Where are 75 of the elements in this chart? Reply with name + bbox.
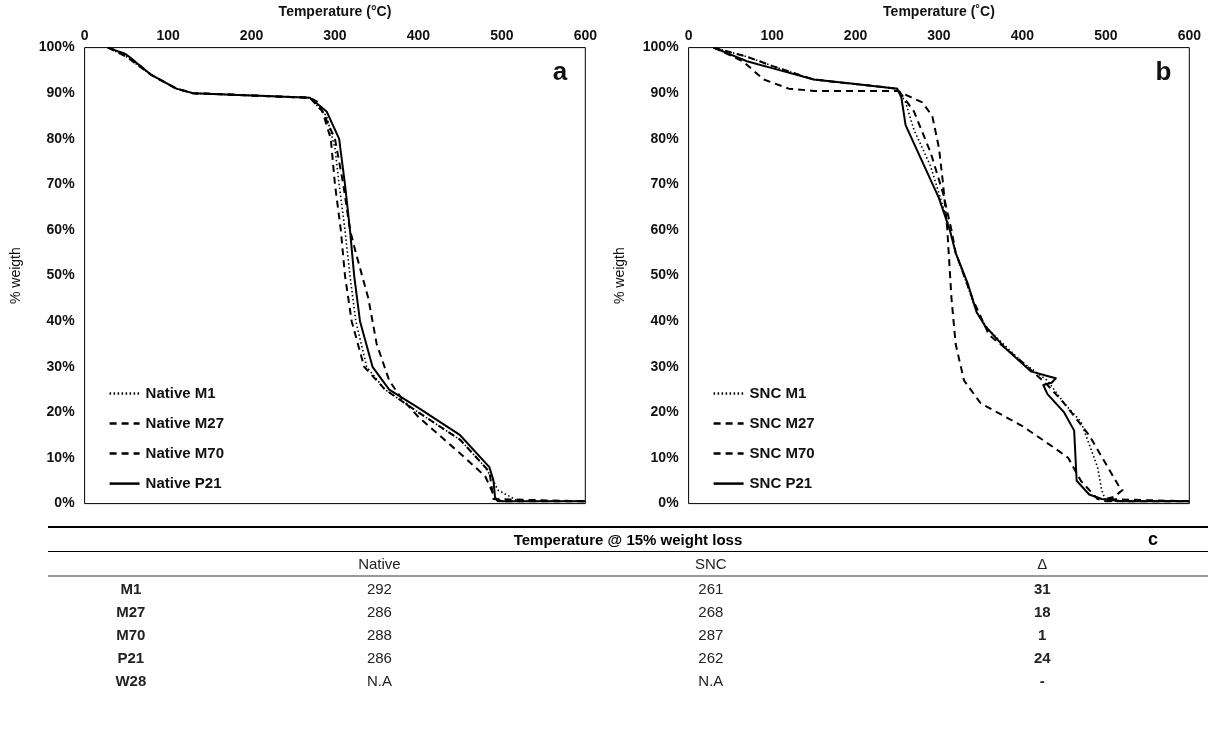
- y-axis-title: % weigth: [611, 247, 628, 305]
- text: 24: [1033, 649, 1051, 666]
- y-axis-title: % weigth: [7, 247, 24, 305]
- text: 262: [698, 649, 724, 666]
- x-tick-label: 100: [156, 27, 180, 44]
- y-tick-label: 10%: [650, 448, 680, 465]
- y-tick-label: 20%: [46, 403, 76, 420]
- y-tick-label: 0%: [658, 494, 680, 511]
- text: c: [1147, 529, 1158, 550]
- y-tick-label: 50%: [650, 266, 680, 283]
- x-tick-label: 200: [843, 27, 868, 44]
- text: Temperature @ 15% weight loss: [513, 531, 743, 548]
- text: 261: [698, 580, 724, 597]
- x-tick-label: 300: [927, 27, 951, 44]
- x-tick-label: 500: [490, 27, 514, 44]
- category-label: W28: [115, 672, 147, 689]
- text: 288: [366, 626, 392, 643]
- y-tick-label: 50%: [46, 266, 76, 283]
- legend-label: SNC M27: [749, 413, 815, 431]
- text: N.A: [366, 672, 392, 689]
- y-tick-label: 0%: [54, 494, 76, 511]
- category-label: P21: [117, 649, 145, 666]
- y-tick-label: 100%: [38, 38, 76, 55]
- legend-label: Native M27: [145, 413, 224, 431]
- text: 286: [366, 649, 392, 666]
- text: 292: [366, 580, 392, 597]
- x-tick-label: 400: [1010, 27, 1035, 44]
- y-tick-label: 70%: [650, 175, 680, 192]
- annotation: a: [552, 55, 568, 86]
- y-tick-label: 80%: [46, 129, 76, 146]
- y-tick-label: 10%: [46, 448, 76, 465]
- x-tick-label: 500: [1094, 27, 1118, 44]
- y-tick-label: 40%: [46, 312, 76, 329]
- text: 287: [698, 626, 724, 643]
- y-tick-label: 90%: [650, 84, 680, 101]
- x-tick-label: 600: [1177, 27, 1202, 44]
- legend-label: Native P21: [145, 473, 222, 491]
- y-tick-label: 20%: [650, 403, 680, 420]
- text: N.A: [698, 672, 724, 689]
- category-label: Δ: [1036, 554, 1049, 574]
- x-tick-label: 200: [239, 27, 264, 44]
- y-tick-label: 70%: [46, 175, 76, 192]
- text: 268: [698, 603, 724, 620]
- text: -: [1039, 672, 1045, 689]
- category-label: M70: [116, 626, 146, 643]
- y-tick-label: 60%: [650, 220, 680, 237]
- legend-label: SNC M70: [749, 443, 815, 461]
- category-label: M27: [116, 603, 146, 620]
- y-tick-label: 90%: [46, 84, 76, 101]
- x-tick-label: 600: [573, 27, 598, 44]
- text: 1: [1038, 626, 1047, 643]
- legend-label: Native M70: [145, 443, 224, 461]
- category-label: SNC: [694, 554, 728, 574]
- x-axis-title: Temperature (˚C): [883, 3, 995, 20]
- legend-label: SNC M1: [749, 383, 807, 401]
- x-tick-label: 100: [760, 27, 784, 44]
- annotation: b: [1155, 55, 1172, 86]
- y-tick-label: 40%: [650, 312, 680, 329]
- category-label: M1: [120, 580, 142, 597]
- y-tick-label: 80%: [650, 129, 680, 146]
- text: 31: [1033, 580, 1051, 597]
- y-tick-label: 60%: [46, 220, 76, 237]
- text: 18: [1033, 603, 1051, 620]
- x-tick-label: 0: [80, 27, 89, 44]
- text: 286: [366, 603, 392, 620]
- x-tick-label: 0: [684, 27, 693, 44]
- y-tick-label: 30%: [650, 357, 680, 374]
- x-tick-label: 400: [406, 27, 431, 44]
- y-tick-label: 30%: [46, 357, 76, 374]
- category-label: Native: [357, 554, 402, 574]
- x-tick-label: 300: [323, 27, 347, 44]
- x-axis-title: Temperature (°C): [278, 3, 392, 20]
- y-tick-label: 100%: [642, 38, 680, 55]
- legend-label: SNC P21: [749, 473, 813, 491]
- legend-label: Native M1: [145, 383, 216, 401]
